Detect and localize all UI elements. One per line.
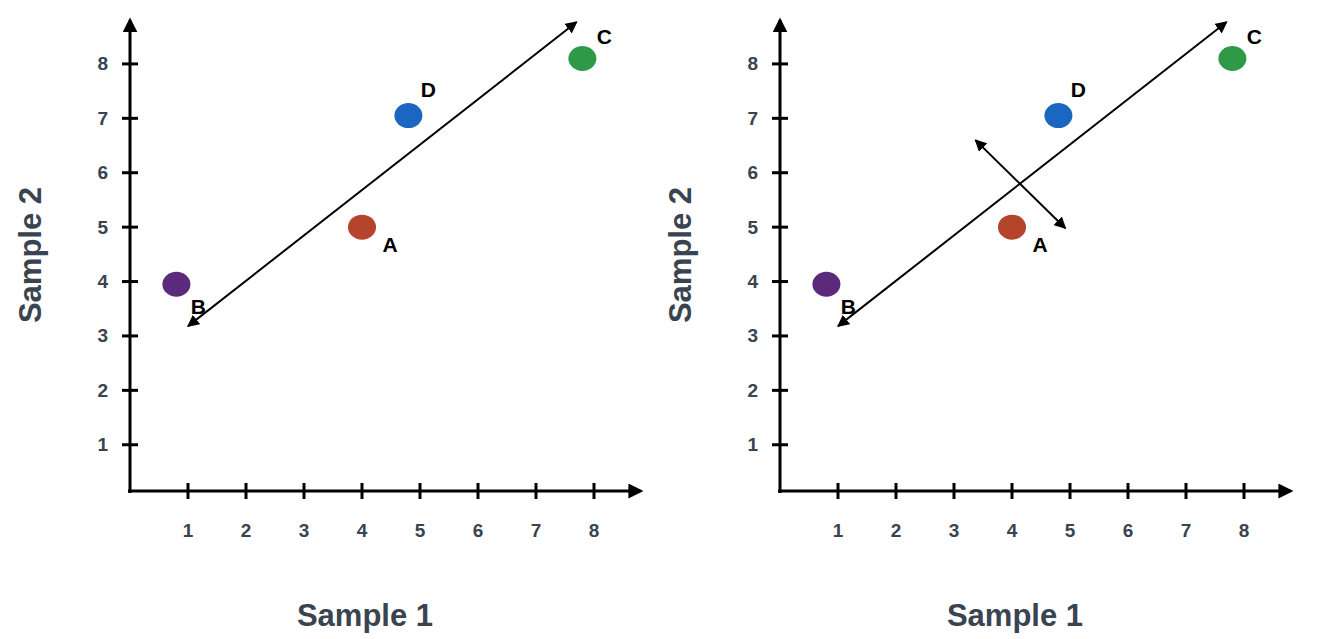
x-tick [1011, 483, 1014, 499]
chart-panel: 1 2 3 4 5 6 7 8 1 2 3 4 5 6 7 8 Sample 1 Sample 2 B A D C [13, 20, 641, 633]
y-tick-label: 6 [747, 162, 758, 183]
x-axis [778, 490, 1290, 493]
point-label: B [191, 295, 206, 318]
y-tick-label: 8 [97, 53, 108, 74]
x-axis [128, 490, 640, 493]
data-point [812, 272, 840, 297]
x-tick [593, 483, 596, 499]
y-tick-label: 2 [97, 380, 108, 401]
chart-panel: 1 2 3 4 5 6 7 8 1 2 3 4 5 6 7 8 Sample 1 Sample 2 B A D C [663, 20, 1291, 633]
x-tick-label: 1 [183, 520, 194, 541]
x-tick-label: 2 [241, 520, 252, 541]
x-tick-label: 3 [949, 520, 960, 541]
x-tick [477, 483, 480, 499]
y-tick-label: 7 [97, 108, 108, 129]
y-tick-label: 4 [747, 271, 758, 292]
x-tick [245, 483, 248, 499]
y-tick-label: 7 [747, 108, 758, 129]
x-tick [1127, 483, 1130, 499]
x-tick-label: 4 [357, 520, 368, 541]
x-tick [535, 483, 538, 499]
x-tick-label: 6 [1123, 520, 1134, 541]
x-tick-label: 7 [531, 520, 542, 541]
x-tick-label: 5 [415, 520, 426, 541]
y-tick-label: 3 [747, 325, 758, 346]
y-axis-label: Sample 2 [663, 187, 698, 323]
x-axis-label: Sample 1 [297, 598, 433, 633]
x-tick [361, 483, 364, 499]
figure: 1 2 3 4 5 6 7 8 1 2 3 4 5 6 7 8 Sample 1 Sample 2 B A D C 1 2 3 4… [0, 0, 1318, 639]
x-tick [837, 483, 840, 499]
arrow-line [188, 22, 577, 326]
y-tick-label: 3 [97, 325, 108, 346]
y-tick-label: 8 [747, 53, 758, 74]
data-point [348, 215, 376, 240]
point-label: D [421, 78, 436, 101]
plot-area [812, 22, 1246, 326]
point-labels: B A D C [191, 25, 612, 318]
y-tick [772, 334, 788, 337]
y-tick [122, 443, 138, 446]
y-axis-label: Sample 2 [13, 187, 48, 323]
y-tick-label: 1 [97, 434, 108, 455]
y-axis [129, 20, 132, 493]
x-tick [1069, 483, 1072, 499]
arrow-line [838, 22, 1227, 326]
data-point [1218, 46, 1246, 71]
y-tick [122, 280, 138, 283]
y-tick [122, 171, 138, 174]
x-tick-label: 8 [589, 520, 600, 541]
arrow-line [975, 140, 1065, 228]
x-tick-label: 8 [1239, 520, 1250, 541]
point-label: C [1247, 25, 1262, 48]
x-tick-label: 7 [1181, 520, 1192, 541]
x-tick [1185, 483, 1188, 499]
point-label: D [1071, 78, 1086, 101]
point-label: C [597, 25, 612, 48]
y-tick [772, 171, 788, 174]
point-label: A [382, 233, 397, 256]
y-tick [772, 117, 788, 120]
y-tick [772, 226, 788, 229]
x-tick-label: 5 [1065, 520, 1076, 541]
x-tick [953, 483, 956, 499]
y-tick-label: 5 [97, 217, 108, 238]
x-tick [1243, 483, 1246, 499]
point-labels: B A D C [841, 25, 1262, 318]
x-tick-label: 6 [473, 520, 484, 541]
data-point [1044, 103, 1072, 128]
x-tick-label: 3 [299, 520, 310, 541]
y-tick [772, 62, 788, 65]
data-point [998, 215, 1026, 240]
y-tick [772, 280, 788, 283]
x-tick [419, 483, 422, 499]
x-axis-label: Sample 1 [947, 598, 1083, 633]
data-point [394, 103, 422, 128]
plot-area [162, 22, 596, 326]
x-tick [187, 483, 190, 499]
x-tick [303, 483, 306, 499]
y-tick [772, 389, 788, 392]
y-tick [122, 334, 138, 337]
x-tick-label: 1 [833, 520, 844, 541]
y-tick [122, 117, 138, 120]
data-point [162, 272, 190, 297]
y-tick-label: 5 [747, 217, 758, 238]
y-tick [772, 443, 788, 446]
y-tick [122, 226, 138, 229]
y-tick-label: 1 [747, 434, 758, 455]
y-tick [122, 62, 138, 65]
y-tick-label: 2 [747, 380, 758, 401]
point-label: B [841, 295, 856, 318]
y-tick-label: 4 [97, 271, 108, 292]
y-axis [779, 20, 782, 493]
x-tick-label: 4 [1007, 520, 1018, 541]
point-label: A [1032, 233, 1047, 256]
data-point [568, 46, 596, 71]
y-tick [122, 389, 138, 392]
y-tick-label: 6 [97, 162, 108, 183]
x-tick [895, 483, 898, 499]
x-tick-label: 2 [891, 520, 902, 541]
